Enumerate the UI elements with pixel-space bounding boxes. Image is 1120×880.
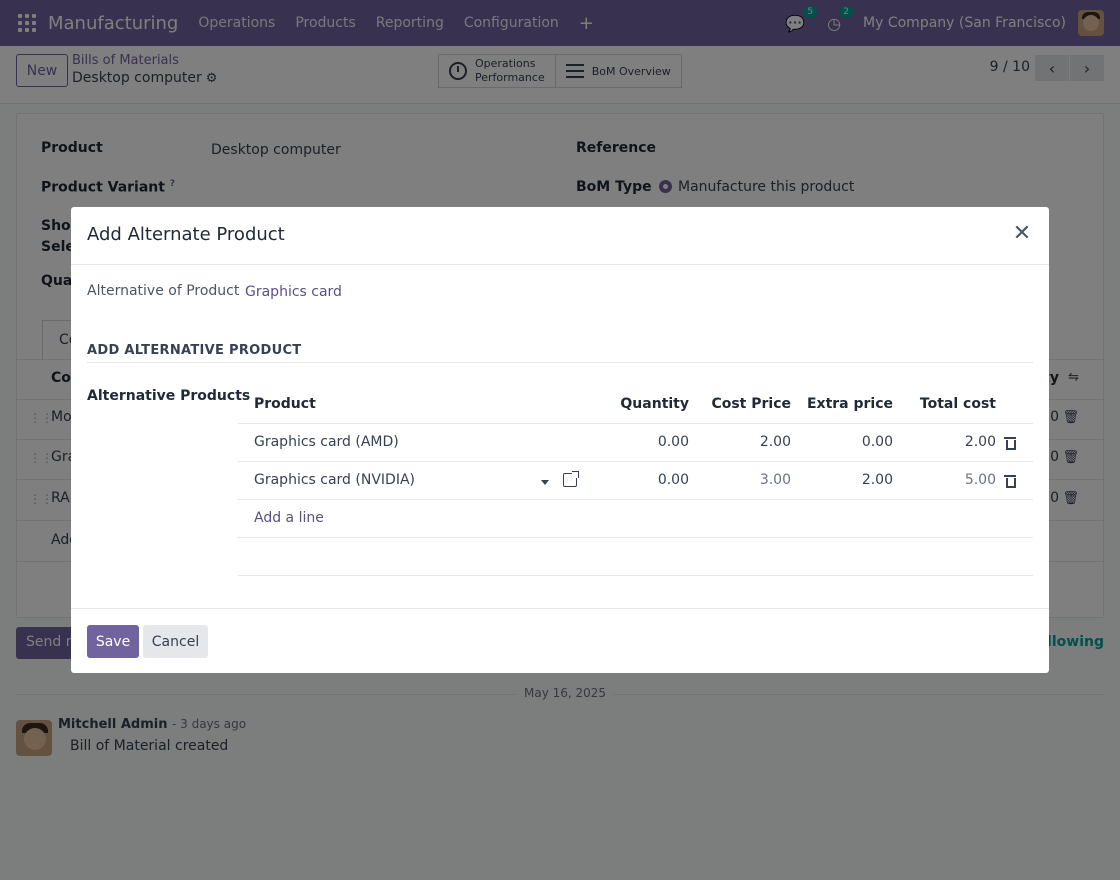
add-alternate-product-dialog: Add Alternate Product ✕ Alternative of P… xyxy=(71,207,1049,673)
line-1-cost-price[interactable]: 2.00 xyxy=(759,434,791,450)
add-a-line-link[interactable]: Add a line xyxy=(254,510,324,526)
col-total-cost[interactable]: Total cost xyxy=(919,396,996,412)
line-2-cost-price[interactable]: 3.00 xyxy=(759,472,791,488)
modal-title: Add Alternate Product xyxy=(87,224,285,245)
cancel-button[interactable]: Cancel xyxy=(143,625,208,658)
modal-footer: Save Cancel xyxy=(71,608,1049,673)
line-1-total-cost: 2.00 xyxy=(964,434,996,450)
col-cost-price[interactable]: Cost Price xyxy=(711,396,791,412)
modal-header: Add Alternate Product ✕ xyxy=(71,207,1049,265)
col-quantity[interactable]: Quantity xyxy=(620,396,689,412)
alternative-of-label: Alternative of Product xyxy=(87,283,240,299)
dropdown-caret-icon[interactable] xyxy=(541,480,549,485)
line-1-product[interactable]: Graphics card (AMD) xyxy=(254,434,399,450)
section-title: ADD ALTERNATIVE PRODUCT xyxy=(87,343,302,358)
line-2-quantity[interactable]: 0.00 xyxy=(657,472,689,488)
line-1-quantity[interactable]: 0.00 xyxy=(657,434,689,450)
col-product[interactable]: Product xyxy=(254,396,316,412)
line-1-extra-price[interactable]: 0.00 xyxy=(861,434,893,450)
col-extra-price[interactable]: Extra price xyxy=(806,396,893,412)
trash-icon[interactable] xyxy=(1004,436,1016,450)
save-button[interactable]: Save xyxy=(87,625,139,658)
line-2-total-cost: 5.00 xyxy=(964,472,996,488)
external-link-icon[interactable] xyxy=(563,471,579,487)
section-divider xyxy=(87,362,1033,363)
alternative-of-value[interactable]: Graphics card xyxy=(245,284,342,300)
line-2-product[interactable]: Graphics card (NVIDIA) xyxy=(254,472,415,488)
close-icon[interactable]: ✕ xyxy=(1012,221,1032,246)
alternative-products-label: Alternative Products xyxy=(87,388,251,404)
line-2-extra-price[interactable]: 2.00 xyxy=(861,472,893,488)
trash-icon[interactable] xyxy=(1004,474,1016,488)
